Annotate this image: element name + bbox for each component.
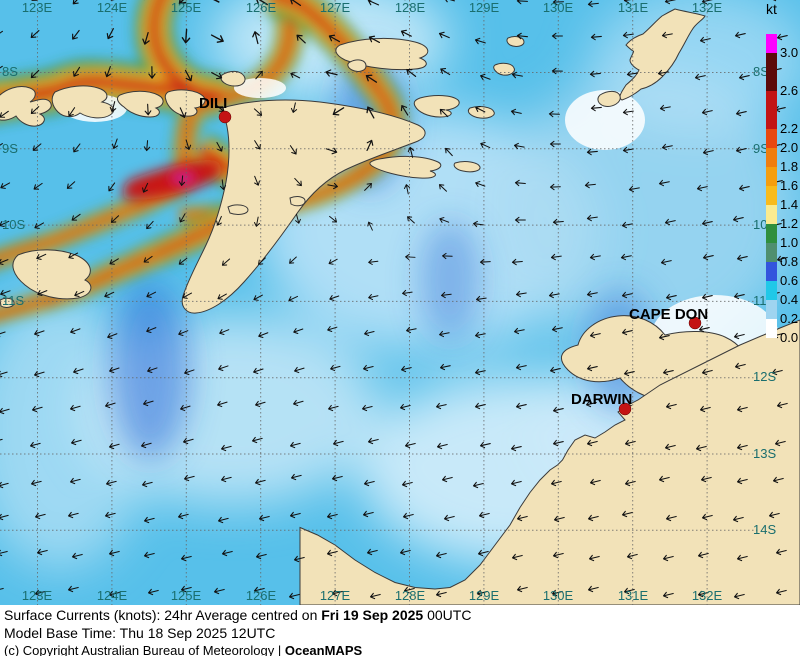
svg-text:0.2: 0.2 — [780, 311, 798, 326]
svg-text:13S: 13S — [753, 446, 776, 461]
svg-text:kt: kt — [766, 1, 777, 17]
svg-text:128E: 128E — [395, 0, 426, 15]
svg-text:132E: 132E — [692, 0, 723, 15]
svg-text:14S: 14S — [753, 522, 776, 537]
svg-text:0.0: 0.0 — [780, 330, 798, 345]
svg-text:129E: 129E — [469, 0, 500, 15]
svg-text:1.8: 1.8 — [780, 159, 798, 174]
svg-text:127E: 127E — [320, 0, 351, 15]
svg-text:11S: 11S — [2, 293, 24, 308]
svg-text:0.4: 0.4 — [780, 292, 798, 307]
svg-text:129E: 129E — [469, 588, 500, 603]
svg-text:131E: 131E — [618, 0, 649, 15]
svg-text:130E: 130E — [543, 0, 574, 15]
svg-text:124E: 124E — [97, 0, 128, 15]
svg-text:12S: 12S — [753, 369, 776, 384]
svg-text:10S: 10S — [2, 217, 25, 232]
svg-text:1.6: 1.6 — [780, 178, 798, 193]
svg-text:127E: 127E — [320, 588, 351, 603]
svg-text:131E: 131E — [618, 588, 649, 603]
svg-text:2.0: 2.0 — [780, 140, 798, 155]
svg-text:DARWIN: DARWIN — [571, 391, 632, 408]
svg-text:123E: 123E — [22, 588, 53, 603]
svg-text:128E: 128E — [395, 588, 426, 603]
svg-text:126E: 126E — [246, 0, 277, 15]
svg-text:0.8: 0.8 — [780, 254, 798, 269]
svg-text:1.0: 1.0 — [780, 235, 798, 250]
svg-text:DILI: DILI — [199, 95, 227, 112]
svg-text:130E: 130E — [543, 588, 574, 603]
svg-text:9S: 9S — [2, 141, 18, 156]
svg-text:CAPE DON: CAPE DON — [629, 306, 708, 323]
svg-text:0.6: 0.6 — [780, 273, 798, 288]
svg-text:125E: 125E — [171, 588, 202, 603]
svg-text:2.2: 2.2 — [780, 121, 798, 136]
svg-text:8S: 8S — [2, 64, 18, 79]
svg-text:2.6: 2.6 — [780, 83, 798, 98]
svg-text:126E: 126E — [246, 588, 277, 603]
svg-text:1.4: 1.4 — [780, 197, 798, 212]
svg-text:124E: 124E — [97, 588, 128, 603]
svg-text:125E: 125E — [171, 0, 202, 15]
svg-text:3.0: 3.0 — [780, 45, 798, 60]
svg-text:1.2: 1.2 — [780, 216, 798, 231]
svg-text:123E: 123E — [22, 0, 53, 15]
svg-text:132E: 132E — [692, 588, 723, 603]
